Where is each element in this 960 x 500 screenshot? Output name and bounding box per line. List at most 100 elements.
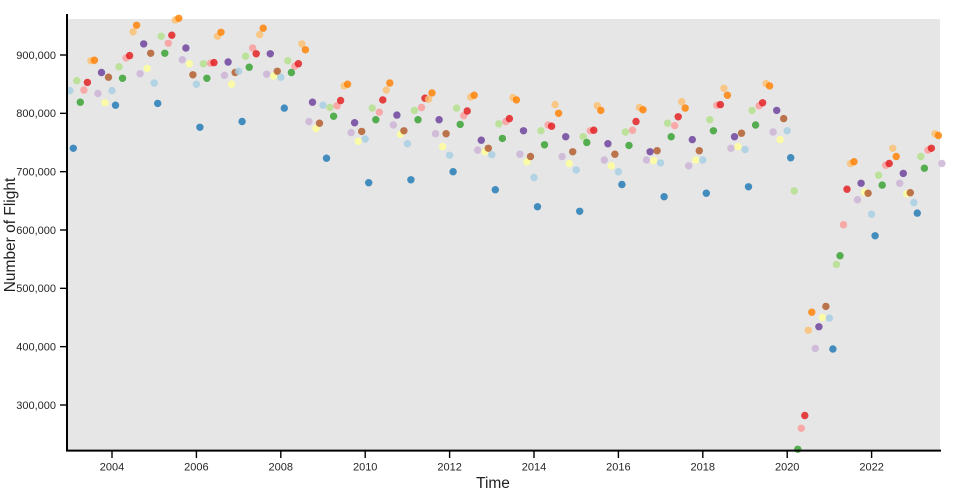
data-point-aug-2013 (512, 96, 521, 104)
data-point-apr-2013 (498, 134, 507, 143)
data-point-apr-2022 (878, 181, 886, 189)
data-point-sep-2013 (516, 150, 524, 158)
data-point-sep-2006 (220, 71, 229, 80)
data-point-mar-2016 (621, 128, 630, 136)
data-point-jan-2023 (910, 198, 918, 207)
x-axis-tick-labels: 2004 2006 2008 2010 2012 2014 2016 2018 2020 2022 (100, 462, 884, 474)
data-point-dec-2015 (611, 150, 619, 158)
data-point-jul-2022 (889, 144, 897, 152)
data-point-jun-2010 (379, 96, 387, 104)
data-point-jan-2008 (277, 73, 285, 81)
data-point-oct-2007 (266, 50, 274, 58)
data-point-feb-2008 (280, 104, 288, 112)
data-point-oct-2014 (562, 133, 570, 141)
data-point-apr-2005 (161, 49, 169, 57)
x-axis-title: Time (476, 475, 510, 492)
data-point-apr-2020 (794, 445, 802, 453)
data-point-feb-2005 (154, 99, 162, 108)
data-point-jan-2011 (403, 140, 412, 148)
data-point-jul-2018 (720, 84, 728, 92)
data-point-mar-2004 (115, 62, 123, 71)
data-point-may-2007 (249, 44, 257, 52)
data-point-dec-2009 (358, 127, 366, 136)
data-point-feb-2010 (365, 179, 373, 187)
data-point-feb-2009 (322, 154, 331, 162)
data-point-sep-2008 (305, 117, 313, 126)
data-point-mar-2020 (790, 187, 798, 195)
data-point-aug-2014 (554, 109, 563, 118)
data-point-dec-2010 (400, 127, 408, 135)
data-point-sep-2010 (389, 121, 397, 129)
data-point-jun-2016 (632, 117, 640, 126)
data-point-oct-2004 (140, 40, 148, 48)
data-point-jan-2014 (530, 173, 538, 182)
data-point-dec-2013 (526, 152, 535, 161)
data-point-aug-2009 (343, 80, 352, 88)
data-point-nov-2008 (312, 124, 320, 133)
data-point-jul-2014 (551, 100, 559, 109)
data-point-mar-2022 (874, 171, 883, 179)
data-point-oct-2010 (393, 111, 401, 119)
data-point-oct-2017 (688, 135, 696, 144)
x-tick-label: 2006 (184, 462, 208, 474)
data-point-aug-2020 (808, 308, 816, 316)
data-point-aug-2011 (428, 89, 436, 97)
data-point-jan-2006 (192, 80, 201, 88)
data-point-oct-2021 (857, 179, 865, 187)
data-point-sep-2023 (938, 159, 946, 168)
data-point-apr-2016 (625, 141, 633, 150)
data-point-feb-2004 (111, 101, 120, 109)
data-point-nov-2019 (776, 135, 784, 144)
data-point-jan-2009 (319, 101, 327, 109)
y-tick-label: 600,000 (16, 225, 56, 237)
data-point-dec-2005 (189, 71, 197, 79)
data-point-sep-2003 (94, 89, 102, 98)
data-point-feb-2019 (744, 183, 753, 191)
data-point-apr-2007 (245, 63, 253, 71)
data-point-oct-2019 (773, 106, 781, 115)
data-point-oct-2016 (646, 148, 654, 156)
data-point-jul-2020 (804, 326, 812, 334)
data-point-nov-2015 (607, 162, 616, 170)
x-tick-label: 2010 (353, 462, 377, 474)
data-point-feb-2006 (196, 123, 204, 131)
data-point-may-2020 (797, 424, 805, 432)
data-point-apr-2017 (667, 133, 675, 141)
data-point-jun-2021 (843, 185, 851, 193)
data-point-jan-2013 (488, 151, 496, 159)
x-tick-label: 2004 (100, 462, 124, 474)
data-point-jan-2016 (614, 168, 623, 176)
data-point-may-2005 (164, 39, 172, 47)
x-tick-label: 2016 (606, 462, 630, 474)
data-point-oct-2015 (604, 140, 612, 148)
data-point-sep-2022 (896, 179, 904, 187)
data-point-sep-2020 (811, 344, 819, 353)
data-point-feb-2016 (618, 180, 626, 189)
data-point-jun-2012 (463, 107, 471, 115)
data-point-apr-2019 (751, 121, 760, 129)
data-point-feb-2020 (787, 154, 795, 162)
data-point-jul-2007 (256, 30, 264, 39)
data-point-mar-2005 (157, 32, 165, 40)
data-point-jul-2004 (129, 28, 137, 36)
data-point-sep-2005 (178, 56, 186, 64)
data-point-sep-2019 (769, 128, 777, 136)
data-point-mar-2014 (537, 127, 545, 135)
data-point-jul-2017 (678, 98, 686, 106)
data-point-aug-2010 (386, 79, 394, 87)
data-point-may-2021 (839, 221, 848, 229)
data-point-dec-2020 (822, 302, 830, 311)
data-point-nov-2016 (649, 156, 658, 165)
data-point-oct-2008 (308, 98, 317, 106)
data-point-aug-2022 (892, 152, 900, 161)
data-point-jan-2012 (445, 151, 454, 159)
data-point-feb-2012 (449, 168, 457, 176)
data-point-oct-2022 (899, 169, 907, 178)
data-point-mar-2015 (579, 133, 587, 141)
data-point-nov-2020 (818, 313, 827, 322)
data-point-apr-2023 (920, 164, 929, 172)
x-tick-label: 2012 (437, 462, 461, 474)
data-point-jun-2020 (801, 411, 809, 420)
data-point-apr-2008 (287, 68, 296, 77)
